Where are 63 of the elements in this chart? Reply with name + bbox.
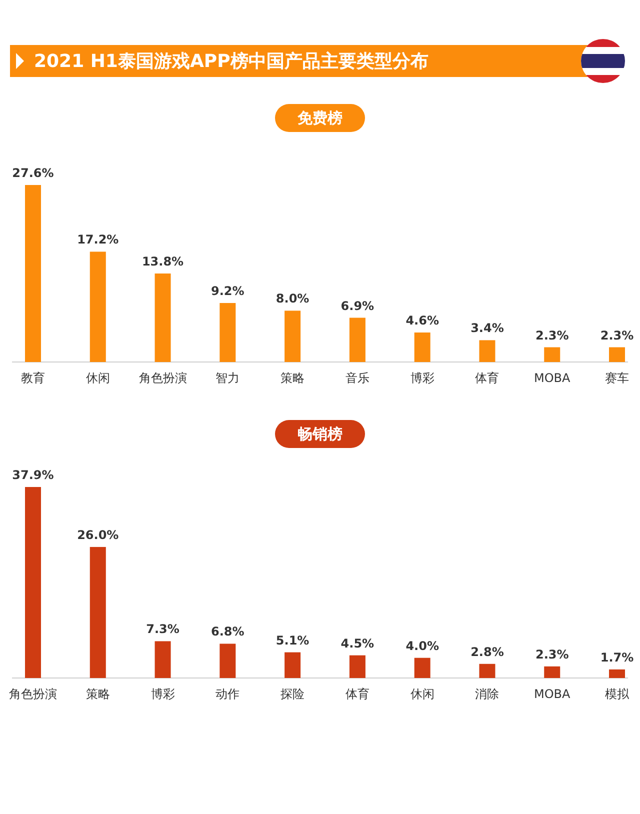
data-label: 27.6%	[12, 166, 54, 180]
x-tick-label: 体育	[475, 371, 500, 385]
bar	[479, 664, 496, 678]
data-label: 8.0%	[276, 292, 310, 306]
x-tick-label: 策略	[86, 687, 110, 701]
data-label: 37.9%	[12, 468, 54, 482]
bar	[479, 340, 496, 362]
x-tick-label: 消除	[475, 687, 500, 701]
bar	[220, 644, 236, 678]
x-tick-label: 休闲	[86, 371, 110, 385]
x-tick-label: 休闲	[410, 687, 434, 701]
data-label: 2.3%	[600, 328, 634, 342]
x-tick-label: 教育	[21, 371, 45, 385]
data-label: 3.4%	[470, 321, 504, 336]
bar	[25, 487, 41, 678]
chart-subtitle: 免费榜	[296, 109, 342, 127]
x-tick-label: MOBA	[534, 371, 572, 385]
bar	[349, 655, 366, 678]
bar	[414, 658, 430, 678]
data-label: 4.6%	[406, 314, 439, 328]
data-label: 13.8%	[142, 254, 184, 268]
x-tick-label: 动作	[216, 687, 240, 701]
data-label: 9.2%	[211, 284, 244, 298]
data-label: 5.1%	[276, 633, 310, 648]
bar	[284, 652, 301, 678]
x-tick-label: 模拟	[605, 687, 630, 701]
bar	[284, 310, 301, 362]
x-tick-label: 探险	[280, 687, 305, 701]
x-tick-label: 智力	[216, 371, 240, 385]
bar	[154, 274, 171, 362]
data-label: 4.0%	[406, 638, 439, 653]
x-tick-label: 角色扮演	[138, 371, 187, 385]
x-tick-label: 博彩	[410, 371, 434, 385]
data-label: 1.7%	[600, 650, 634, 664]
data-label: 2.3%	[535, 328, 569, 342]
data-label: 2.3%	[535, 647, 569, 662]
x-tick-label: 博彩	[150, 687, 175, 701]
data-label: 2.8%	[470, 644, 504, 659]
x-tick-label: 赛车	[605, 371, 629, 385]
bar	[220, 303, 236, 362]
x-tick-label: 音乐	[345, 371, 370, 385]
bar	[90, 546, 106, 678]
data-label: 4.5%	[340, 636, 374, 650]
bar	[609, 669, 625, 678]
data-label: 17.2%	[77, 232, 119, 247]
x-tick-label: 策略	[280, 371, 305, 385]
bar	[544, 666, 560, 678]
bar	[544, 347, 560, 362]
x-tick-label: 体育	[345, 687, 370, 701]
bar	[154, 641, 171, 678]
chart-title: 畅销榜	[298, 425, 342, 443]
data-label: 6.9%	[340, 298, 374, 313]
bar	[414, 332, 430, 362]
chart-title: 2021 H1泰国游戏APP榜中国产品主要类型分布	[34, 51, 428, 72]
bar	[349, 318, 366, 362]
x-tick-label: MOBA	[534, 687, 572, 701]
data-label: 6.8%	[211, 624, 244, 639]
bar	[25, 185, 41, 362]
bar	[90, 252, 106, 362]
x-tick-label: 角色扮演	[9, 687, 57, 701]
data-label: 26.0%	[77, 528, 119, 542]
bar	[609, 347, 625, 362]
data-label: 7.3%	[146, 622, 180, 636]
